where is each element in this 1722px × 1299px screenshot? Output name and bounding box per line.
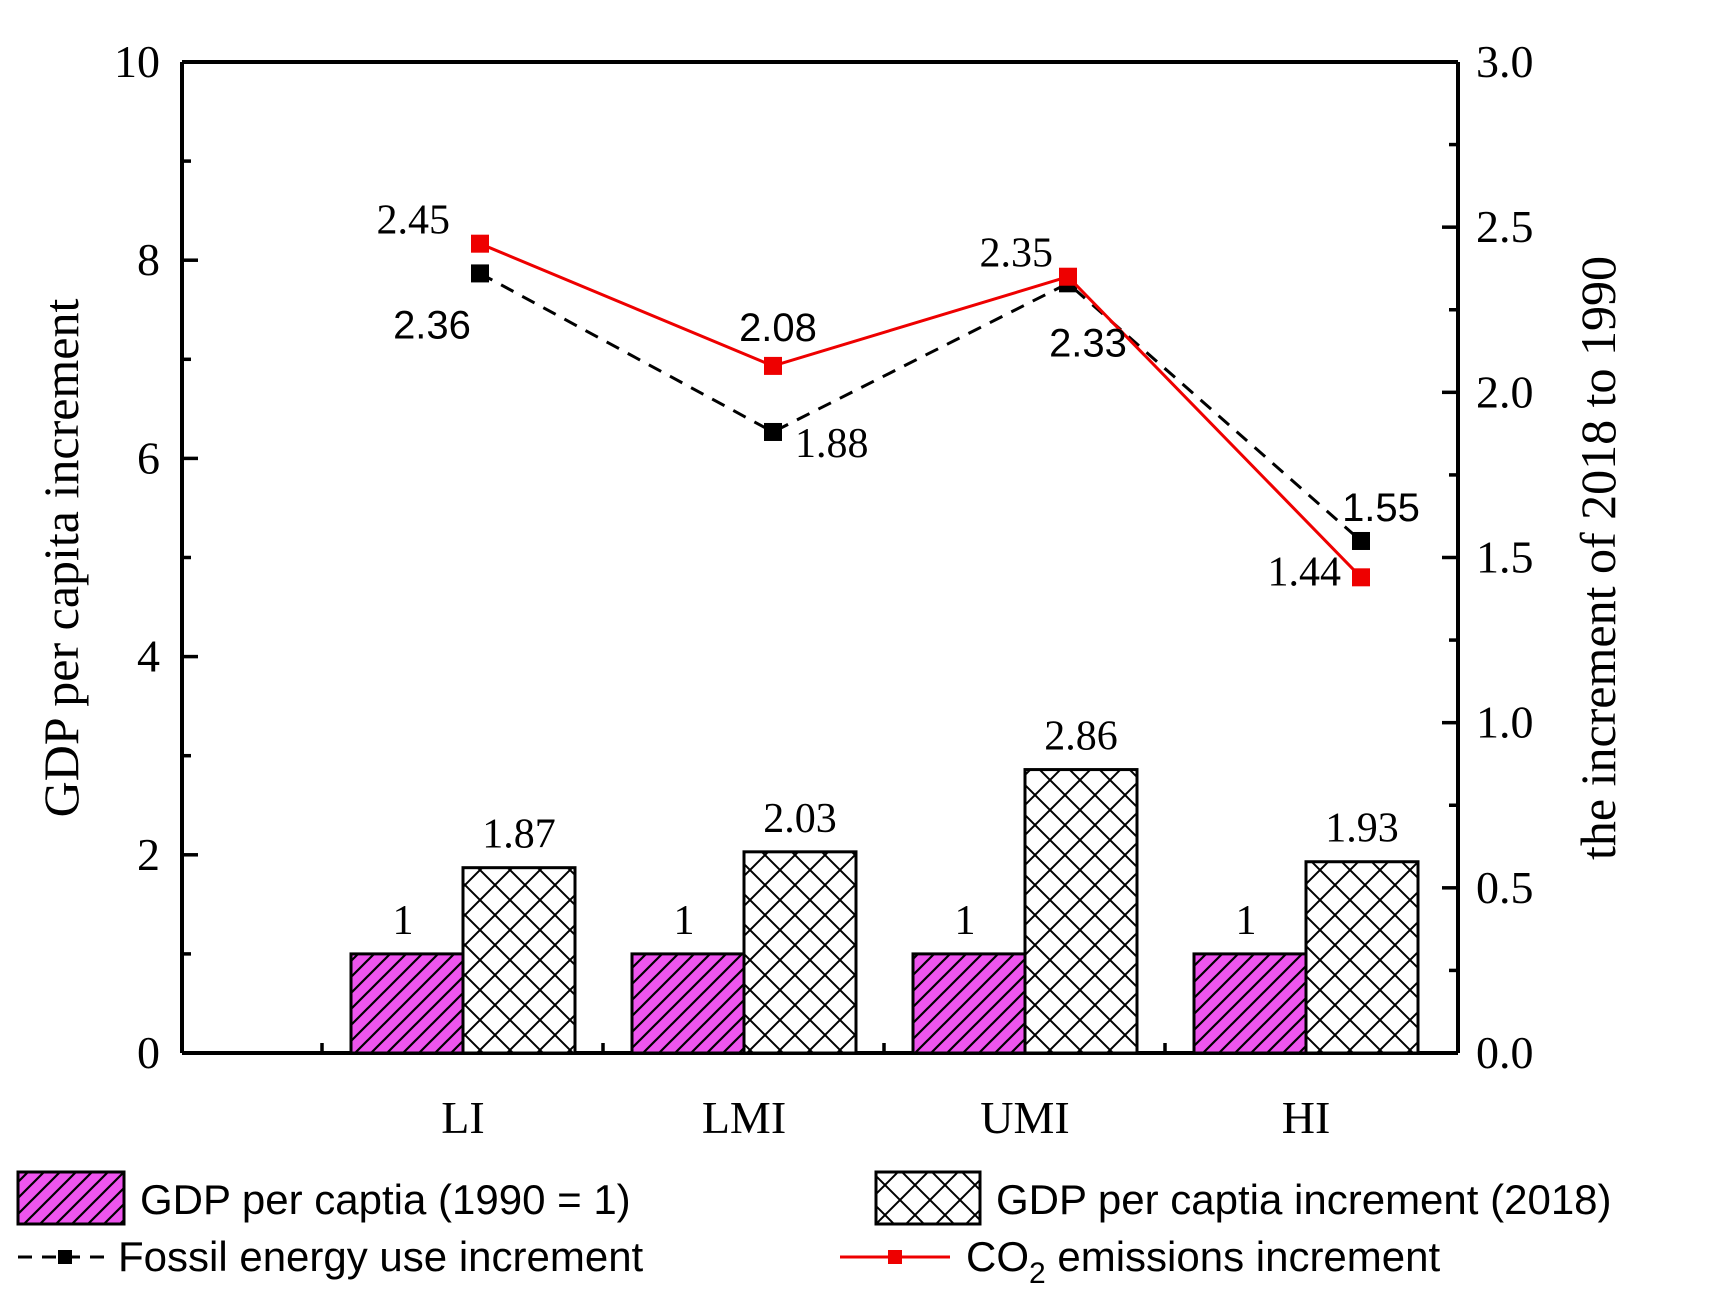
data-labels: 1 1 1 1 1.87 2.03 2.86 1.93 2.36 1.88 2.33 1.55 2.45… (377, 198, 1420, 944)
line-fossil (479, 272, 1362, 543)
bar-gdp-1990 (630, 952, 746, 1055)
legend-swatch-diag (16, 1170, 126, 1226)
right-tick-label: 0.0 (1476, 1027, 1534, 1078)
right-tick-label: 1.0 (1476, 697, 1534, 748)
marker-fossil (764, 422, 782, 441)
bars (349, 768, 1420, 1055)
bar-label-gdp-increment: 2.03 (763, 796, 837, 842)
bar-gdp-1990 (1192, 952, 1308, 1055)
marker-co2 (471, 234, 489, 253)
legend-label-gdp-1990: GDP per captia (1990 = 1) (140, 1176, 631, 1223)
legend-marker-co2 (888, 1250, 902, 1264)
x-axis-ticks: LI LMI UMI HI (320, 1043, 1331, 1143)
line-label-co2: 2.08 (739, 306, 817, 350)
legend-label-fossil: Fossil energy use increment (118, 1233, 644, 1280)
bar-label-gdp-1990: 1 (1236, 898, 1257, 944)
left-tick-label: 8 (137, 234, 160, 285)
legend-label-gdp-increment: GDP per captia increment (2018) (996, 1176, 1612, 1223)
left-axis-ticks: 0 2 4 6 8 10 (114, 36, 198, 1078)
left-tick-label: 6 (137, 432, 160, 483)
right-tick-label: 3.0 (1476, 36, 1534, 87)
line-label-fossil: 2.33 (1049, 321, 1127, 365)
bar-label-gdp-1990: 1 (674, 898, 695, 944)
marker-co2 (764, 356, 782, 375)
right-tick-label: 2.5 (1476, 201, 1534, 252)
marker-fossil (1352, 531, 1370, 550)
left-tick-label: 4 (137, 631, 160, 682)
series-lines (471, 234, 1370, 587)
line-label-co2: 1.44 (1268, 549, 1342, 595)
bar-label-gdp-increment: 2.86 (1044, 714, 1118, 760)
legend-item-gdp-increment: GDP per captia increment (2018) (874, 1170, 1612, 1226)
x-tick-label: HI (1282, 1092, 1331, 1143)
legend-item-co2: CO2 emissions increment (840, 1233, 1440, 1290)
bar-gdp-increment (461, 866, 577, 1055)
bar-gdp-increment (742, 850, 858, 1055)
bar-gdp-1990 (349, 952, 465, 1055)
x-tick-label: LI (441, 1092, 484, 1143)
bar-label-gdp-1990: 1 (955, 898, 976, 944)
legend-swatch-cross (874, 1170, 982, 1226)
legend-label-co2: CO2 emissions increment (966, 1233, 1440, 1290)
marker-co2 (1352, 568, 1370, 587)
marker-fossil (471, 264, 489, 283)
line-label-co2: 2.45 (377, 198, 451, 244)
bar-gdp-increment (1304, 860, 1420, 1055)
line-label-fossil: 2.36 (393, 303, 471, 347)
marker-co2 (1059, 267, 1077, 286)
left-axis-title: GDP per capita increment (33, 299, 89, 818)
line-label-co2: 2.35 (980, 231, 1054, 277)
bar-label-gdp-increment: 1.93 (1325, 806, 1399, 852)
line-label-fossil: 1.55 (1342, 486, 1420, 530)
right-axis-ticks: 0.0 0.5 1.0 1.5 2.0 2.5 3.0 (1442, 36, 1534, 1078)
x-tick-label: UMI (980, 1092, 1069, 1143)
bar-label-gdp-increment: 1.87 (482, 812, 556, 858)
line-co2 (479, 242, 1363, 579)
legend: GDP per captia (1990 = 1) GDP per captia… (16, 1170, 1612, 1290)
right-tick-label: 2.0 (1476, 366, 1534, 417)
legend-item-fossil: Fossil energy use increment (18, 1233, 644, 1280)
left-tick-label: 0 (137, 1027, 160, 1078)
right-axis-title: the increment of 2018 to 1990 (1570, 256, 1626, 860)
bar-gdp-increment (1023, 768, 1139, 1055)
bar-label-gdp-1990: 1 (393, 898, 414, 944)
left-tick-label: 2 (137, 829, 160, 880)
x-tick-label: LMI (702, 1092, 786, 1143)
right-tick-label: 1.5 (1476, 532, 1534, 583)
legend-item-gdp-1990: GDP per captia (1990 = 1) (16, 1170, 631, 1226)
right-tick-label: 0.5 (1476, 862, 1534, 913)
legend-label-co2-sub: 2 (1029, 1257, 1046, 1290)
left-tick-label: 10 (114, 36, 160, 87)
bar-gdp-1990 (911, 952, 1027, 1055)
line-label-fossil: 1.88 (795, 421, 869, 467)
legend-marker-fossil (58, 1250, 72, 1264)
legend-label-co2-main: CO (966, 1233, 1029, 1280)
legend-label-co2-rest: emissions increment (1046, 1233, 1441, 1280)
